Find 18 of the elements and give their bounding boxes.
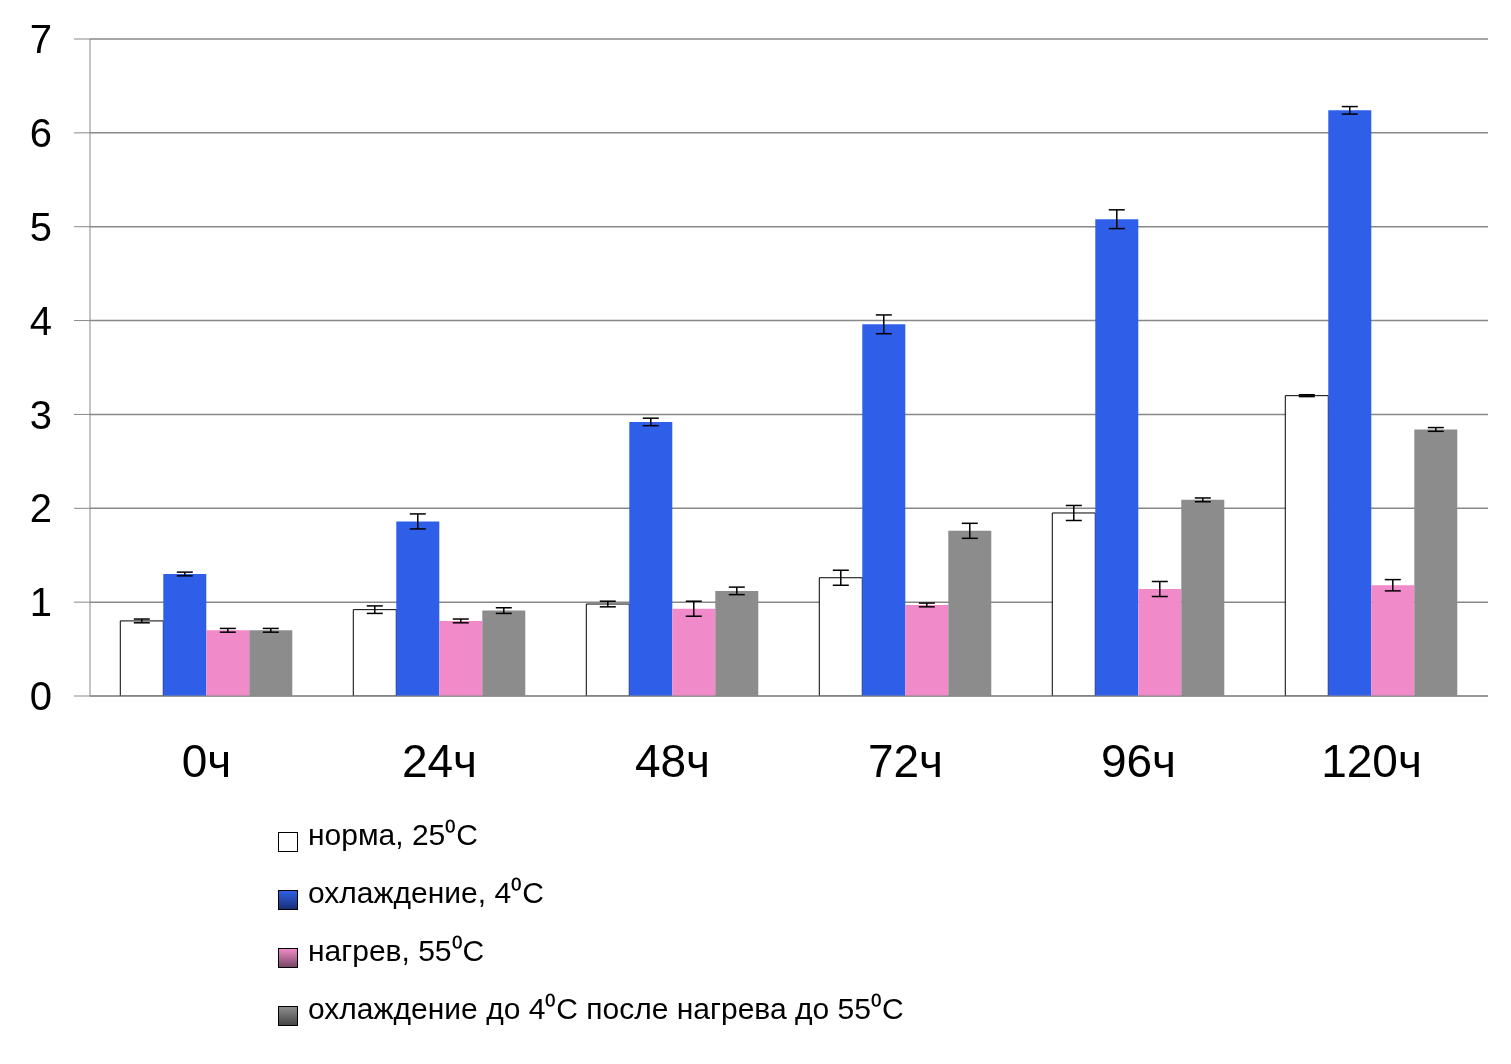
y-tick-label: 0 bbox=[29, 674, 52, 719]
y-tick-label: 3 bbox=[29, 392, 52, 437]
legend-label: охлаждение до 4⁰C после нагрева до 55⁰C bbox=[308, 991, 904, 1027]
x-tick-label: 24ч bbox=[401, 734, 478, 787]
y-tick-label: 5 bbox=[29, 204, 52, 249]
y-tick-label: 7 bbox=[29, 17, 52, 62]
y-tick-label: 2 bbox=[29, 486, 52, 531]
x-tick-label: 120ч bbox=[1321, 734, 1422, 787]
y-tick-label: 1 bbox=[29, 580, 52, 625]
x-tick-label: 72ч bbox=[867, 734, 944, 787]
y-tick-label: 4 bbox=[29, 298, 52, 343]
legend-label: норма, 25⁰C bbox=[308, 817, 478, 853]
y-tick-label: 6 bbox=[29, 111, 52, 156]
x-tick-label: 96ч bbox=[1100, 734, 1177, 787]
legend-label: охлаждение, 4⁰C bbox=[308, 875, 544, 911]
x-tick-label: 0ч bbox=[181, 734, 232, 787]
legend-label: нагрев, 55⁰C bbox=[308, 933, 485, 969]
x-tick-label: 48ч bbox=[634, 734, 711, 787]
